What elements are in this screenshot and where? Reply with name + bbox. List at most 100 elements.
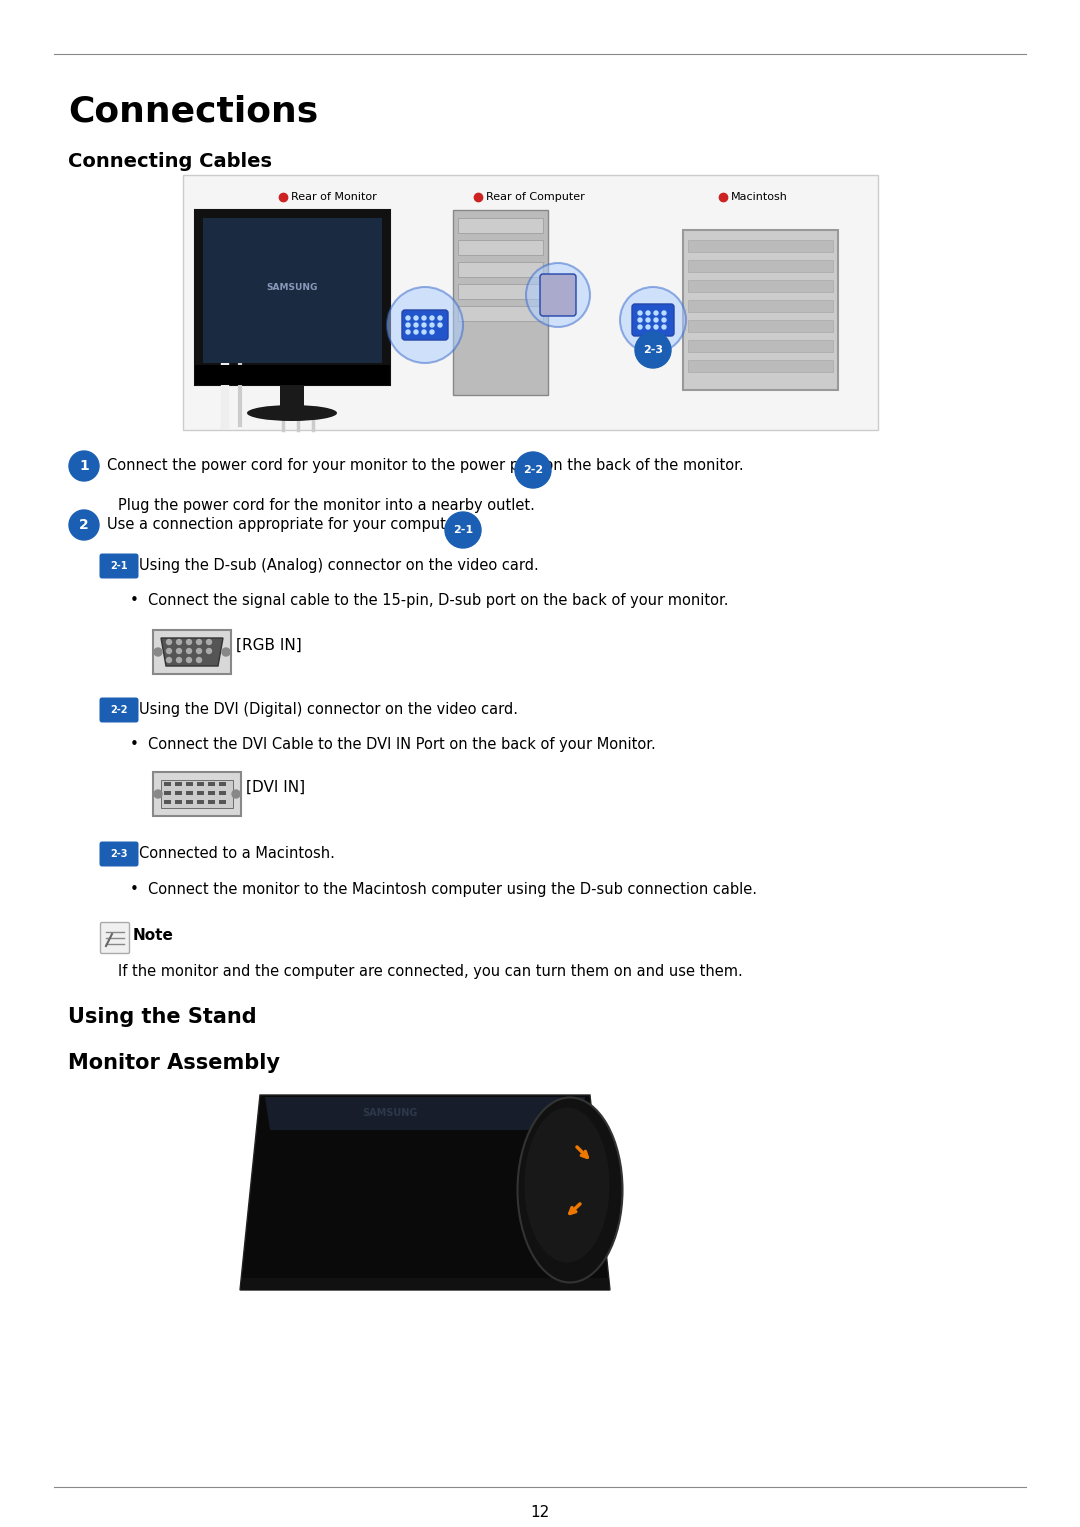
Circle shape: [438, 316, 442, 321]
FancyBboxPatch shape: [242, 1278, 609, 1290]
Text: •: •: [130, 738, 139, 751]
Text: [RGB IN]: [RGB IN]: [237, 638, 301, 654]
Circle shape: [662, 312, 666, 315]
Text: 12: 12: [530, 1506, 550, 1519]
Text: 2-2: 2-2: [523, 466, 543, 475]
Text: SAMSUNG: SAMSUNG: [267, 282, 319, 292]
Circle shape: [414, 330, 418, 334]
FancyBboxPatch shape: [164, 800, 171, 805]
FancyBboxPatch shape: [197, 791, 204, 796]
Text: Plug the power cord for the monitor into a nearby outlet.: Plug the power cord for the monitor into…: [118, 498, 535, 513]
Circle shape: [206, 649, 212, 654]
Polygon shape: [265, 1096, 585, 1130]
Text: Connect the DVI Cable to the DVI IN Port on the back of your Monitor.: Connect the DVI Cable to the DVI IN Port…: [148, 738, 656, 751]
Circle shape: [646, 318, 650, 322]
Text: [DVI IN]: [DVI IN]: [246, 780, 306, 796]
Circle shape: [187, 640, 191, 644]
Circle shape: [232, 789, 240, 799]
Circle shape: [414, 324, 418, 327]
Text: Rear of Computer: Rear of Computer: [486, 192, 584, 202]
FancyBboxPatch shape: [153, 631, 231, 673]
Text: Connect the monitor to the Macintosh computer using the D-sub connection cable.: Connect the monitor to the Macintosh com…: [148, 883, 757, 896]
FancyBboxPatch shape: [175, 791, 183, 796]
FancyBboxPatch shape: [175, 782, 183, 786]
Text: Connect the power cord for your monitor to the power port on the back of the mon: Connect the power cord for your monitor …: [107, 458, 744, 473]
FancyBboxPatch shape: [688, 279, 833, 292]
Text: •: •: [130, 592, 139, 608]
Text: 2-3: 2-3: [110, 849, 127, 860]
FancyBboxPatch shape: [458, 218, 543, 234]
Circle shape: [430, 324, 434, 327]
Polygon shape: [240, 1095, 610, 1290]
FancyBboxPatch shape: [688, 260, 833, 272]
Circle shape: [422, 316, 426, 321]
Circle shape: [662, 325, 666, 328]
Circle shape: [638, 318, 642, 322]
FancyBboxPatch shape: [458, 305, 543, 321]
Circle shape: [69, 510, 99, 541]
FancyBboxPatch shape: [208, 800, 215, 805]
Circle shape: [515, 452, 551, 489]
Circle shape: [166, 658, 172, 663]
Polygon shape: [161, 638, 222, 666]
FancyBboxPatch shape: [219, 782, 226, 786]
FancyBboxPatch shape: [100, 922, 130, 953]
FancyBboxPatch shape: [683, 231, 838, 389]
FancyBboxPatch shape: [186, 800, 193, 805]
Circle shape: [430, 330, 434, 334]
Circle shape: [197, 640, 202, 644]
FancyBboxPatch shape: [688, 360, 833, 373]
FancyBboxPatch shape: [175, 800, 183, 805]
Circle shape: [176, 658, 181, 663]
FancyBboxPatch shape: [219, 800, 226, 805]
FancyBboxPatch shape: [540, 273, 576, 316]
Text: 2: 2: [79, 518, 89, 531]
FancyBboxPatch shape: [458, 284, 543, 299]
Ellipse shape: [525, 1107, 609, 1263]
Circle shape: [154, 789, 162, 799]
Text: Using the Stand: Using the Stand: [68, 1006, 257, 1028]
Circle shape: [445, 512, 481, 548]
FancyBboxPatch shape: [99, 841, 138, 866]
Text: •: •: [130, 883, 139, 896]
Circle shape: [438, 324, 442, 327]
Circle shape: [197, 649, 202, 654]
FancyBboxPatch shape: [164, 791, 171, 796]
Text: Connecting Cables: Connecting Cables: [68, 153, 272, 171]
FancyBboxPatch shape: [197, 800, 204, 805]
Circle shape: [406, 316, 410, 321]
FancyBboxPatch shape: [688, 341, 833, 353]
FancyBboxPatch shape: [453, 211, 548, 395]
FancyBboxPatch shape: [280, 385, 303, 411]
Ellipse shape: [517, 1098, 622, 1283]
FancyBboxPatch shape: [688, 240, 833, 252]
Ellipse shape: [247, 405, 337, 421]
Circle shape: [526, 263, 590, 327]
FancyBboxPatch shape: [632, 304, 674, 336]
Text: Using the DVI (Digital) connector on the video card.: Using the DVI (Digital) connector on the…: [139, 702, 518, 718]
Circle shape: [406, 330, 410, 334]
Text: 1: 1: [79, 460, 89, 473]
Circle shape: [414, 316, 418, 321]
Circle shape: [422, 324, 426, 327]
Circle shape: [430, 316, 434, 321]
Circle shape: [187, 658, 191, 663]
Text: 2-2: 2-2: [110, 705, 127, 715]
FancyBboxPatch shape: [161, 780, 233, 808]
Circle shape: [69, 450, 99, 481]
FancyBboxPatch shape: [688, 299, 833, 312]
Circle shape: [187, 649, 191, 654]
FancyBboxPatch shape: [164, 782, 171, 786]
Circle shape: [206, 640, 212, 644]
Circle shape: [620, 287, 686, 353]
Circle shape: [662, 318, 666, 322]
Circle shape: [222, 647, 230, 657]
Text: Rear of Monitor: Rear of Monitor: [291, 192, 377, 202]
FancyBboxPatch shape: [203, 218, 382, 363]
FancyBboxPatch shape: [153, 773, 241, 815]
Text: Connected to a Macintosh.: Connected to a Macintosh.: [139, 846, 335, 861]
Circle shape: [154, 647, 162, 657]
Circle shape: [387, 287, 463, 363]
Circle shape: [635, 331, 671, 368]
Text: SAMSUNG: SAMSUNG: [362, 1109, 418, 1118]
